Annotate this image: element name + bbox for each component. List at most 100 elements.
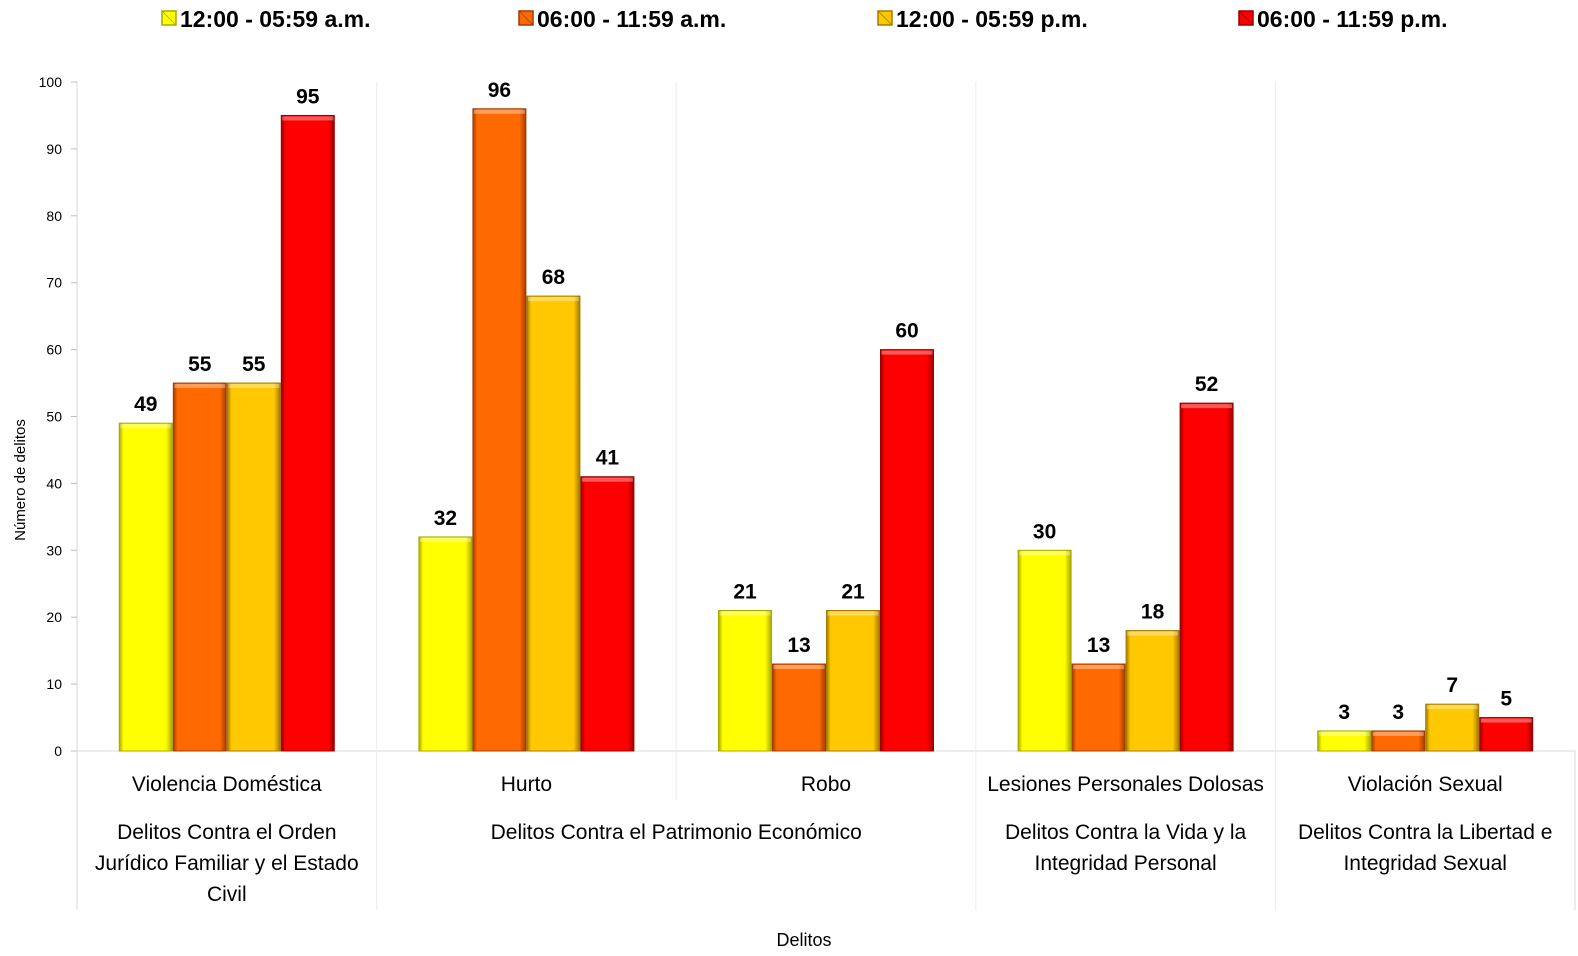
bar-highlight: [881, 350, 933, 355]
category-labels: Violencia Doméstica Hurto Robo Lesiones Per…: [132, 773, 1503, 796]
data-label: 55: [188, 353, 212, 376]
legend-item: 06:00 - 11:59 a.m.: [518, 6, 726, 32]
bar: [418, 536, 473, 752]
y-tick-label: 70: [46, 275, 62, 291]
group-label: Delitos Contra la Vida y la: [1005, 821, 1247, 844]
x-axis-title: Delitos: [776, 930, 831, 950]
legend-item: 12:00 - 05:59 a.m.: [161, 6, 371, 32]
bar: [280, 114, 335, 752]
bar: [1125, 630, 1180, 752]
data-label: 95: [296, 85, 320, 108]
group-label: Civil: [207, 883, 247, 906]
bar-highlight: [419, 537, 471, 542]
bar-highlight: [1318, 731, 1370, 736]
category-label: Violencia Doméstica: [132, 773, 322, 796]
bar: [226, 382, 281, 752]
bar: [472, 108, 527, 752]
bar-highlight: [827, 611, 879, 616]
legend-swatch-bevel: [518, 10, 534, 26]
data-label: 41: [596, 447, 620, 470]
category-label: Hurto: [501, 773, 552, 796]
bar-highlight: [719, 611, 771, 616]
bar: [1317, 730, 1372, 752]
bar: [526, 295, 581, 752]
data-label: 60: [895, 320, 918, 343]
bar: [1017, 549, 1072, 752]
bar: [118, 422, 173, 752]
value-labels: 49 55 55 95 32 96 68 41 21 13 21 60 30 13 18 52 3 3 7 5: [134, 79, 1512, 724]
group-label: Integridad Personal: [1035, 852, 1217, 875]
category-label: Violación Sexual: [1348, 773, 1503, 796]
y-tick-label: 100: [39, 74, 63, 90]
data-label: 96: [488, 79, 511, 102]
y-tick-label: 40: [46, 475, 62, 491]
data-label: 13: [787, 634, 810, 657]
bar-highlight: [228, 384, 280, 389]
y-axis-title: Número de delitos: [12, 419, 29, 541]
legend-swatch-bevel: [1238, 10, 1254, 26]
group-label: Delitos Contra la Libertad e: [1298, 821, 1552, 844]
bar-highlight: [1019, 551, 1071, 556]
bar-highlight: [120, 424, 172, 429]
bar-highlight: [581, 477, 633, 482]
bar: [880, 349, 934, 752]
group-label: Jurídico Familiar y el Estado: [95, 852, 359, 875]
legend-label: 12:00 - 05:59 p.m.: [896, 6, 1088, 32]
data-label: 32: [434, 507, 457, 530]
bar-highlight: [1372, 731, 1424, 736]
bar-highlight: [1426, 705, 1478, 710]
bar: [580, 476, 635, 752]
category-separators: [76, 82, 1576, 910]
group-label: Delitos Contra el Patrimonio Económico: [491, 821, 862, 844]
data-label: 30: [1033, 520, 1056, 543]
bar-highlight: [473, 109, 525, 114]
legend-swatch-bevel: [877, 10, 893, 26]
legend-label: 06:00 - 11:59 a.m.: [537, 6, 726, 32]
data-label: 21: [841, 581, 865, 604]
bar: [1371, 730, 1426, 752]
bar: [718, 610, 772, 752]
legend: 12:00 - 05:59 a.m. 06:00 - 11:59 a.m. 12:0…: [161, 6, 1448, 32]
bar-highlight: [773, 665, 825, 670]
y-tick-label: 30: [46, 542, 62, 558]
category-label: Lesiones Personales Dolosas: [987, 773, 1264, 796]
y-tick-label: 80: [46, 208, 62, 224]
bar-highlight: [282, 116, 334, 121]
bar: [172, 382, 227, 752]
bar: [772, 663, 826, 752]
bar: [1479, 717, 1534, 752]
legend-item: 06:00 - 11:59 p.m.: [1238, 6, 1448, 32]
bars: [118, 108, 1534, 752]
bar-highlight: [1073, 665, 1125, 670]
data-label: 49: [134, 393, 157, 416]
bar: [1425, 703, 1480, 752]
bar-highlight: [1480, 718, 1532, 723]
legend-label: 06:00 - 11:59 p.m.: [1257, 6, 1448, 32]
bar: [1179, 402, 1234, 752]
bar-highlight: [1181, 404, 1233, 409]
y-tick-label: 60: [46, 342, 62, 358]
data-label: 18: [1141, 601, 1165, 624]
bar-highlight: [174, 384, 226, 389]
data-label: 3: [1338, 701, 1350, 724]
data-label: 68: [542, 266, 566, 289]
group-label: Delitos Contra el Orden: [117, 821, 336, 844]
bar: [1071, 663, 1126, 752]
legend-swatch-bevel: [161, 10, 177, 26]
bar: [826, 610, 880, 752]
y-tick-label: 90: [46, 141, 62, 157]
data-label: 55: [242, 353, 266, 376]
data-label: 13: [1087, 634, 1110, 657]
data-label: 3: [1392, 701, 1404, 724]
data-label: 21: [733, 581, 757, 604]
group-label: Integridad Sexual: [1343, 852, 1506, 875]
legend-item: 12:00 - 05:59 p.m.: [877, 6, 1088, 32]
y-tick-label: 10: [46, 676, 62, 692]
category-label: Robo: [801, 773, 851, 796]
y-tick-label: 20: [46, 609, 62, 625]
legend-label: 12:00 - 05:59 a.m.: [180, 6, 371, 32]
group-labels: Delitos Contra el Orden Jurídico Familiar…: [95, 821, 1553, 906]
y-tick-label: 50: [46, 409, 62, 425]
y-tick-label: 0: [54, 743, 62, 759]
